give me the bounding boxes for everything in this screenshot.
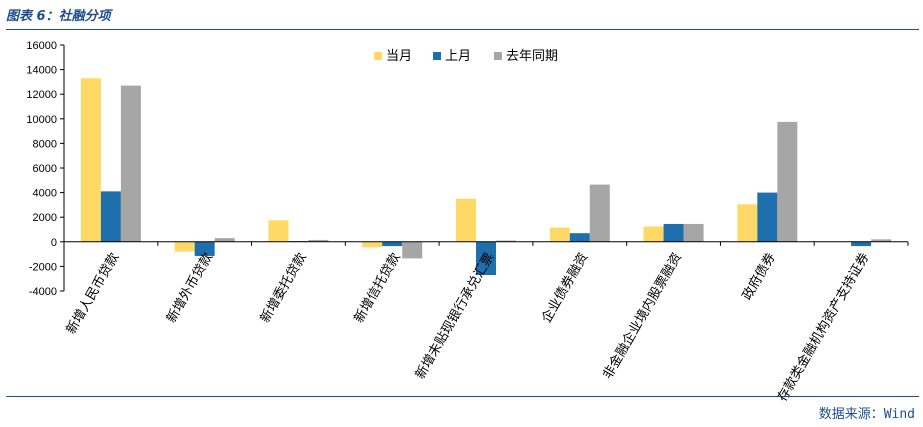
y-tick-label: 6000 [33,163,57,175]
bar [174,241,195,252]
y-tick-label: 2000 [33,212,57,224]
legend: 当月 上月 去年同期 [374,49,558,64]
bar [569,233,590,242]
bar [80,78,101,242]
legend-swatch [374,52,382,60]
bar [402,241,423,259]
bar [382,241,403,247]
category-label: 企业债券融资 [538,250,591,326]
bar [643,226,664,242]
bars-group [80,78,892,276]
bar [496,240,516,242]
y-tick-label: 10000 [26,114,57,126]
y-tick-label: 0 [51,237,57,249]
category-label: 新增未贴现银行承兑汇票 [412,250,497,382]
y-tick-label: 8000 [33,138,57,150]
y-tick-label: 14000 [26,65,57,77]
category-label: 新增委托贷款 [257,250,310,326]
bar [308,239,329,242]
legend-swatch [494,52,502,60]
category-label: 新增人民币贷款 [63,250,122,337]
legend-label: 上月 [445,49,471,64]
y-tick-label: -4000 [29,286,57,298]
bar [683,223,704,242]
category-labels: 新增人民币贷款 新增外币贷款 新增委托贷款 新增信托贷款 新增未贴现银行承兑汇票 企业债券… [63,250,873,404]
y-tick-label: 16000 [26,40,57,52]
y-tick-label: 12000 [26,89,57,101]
bar [737,204,758,242]
y-axis: -4000 -2000 0 2000 4000 6000 8000 10000 12000 140… [26,40,65,298]
bar [476,241,496,276]
bar [100,191,121,242]
bar [194,241,215,256]
bar [549,227,570,242]
chart-title: 图表 6：社融分项 [6,9,111,24]
y-tick-label: -2000 [29,261,57,273]
bar [268,220,289,242]
legend-swatch [433,52,441,60]
top-rule [6,29,919,30]
y-tick-label: 4000 [33,188,57,200]
legend-label: 当月 [386,49,412,64]
bar [214,238,235,242]
category-label: 新增外币贷款 [163,250,216,326]
source-note: 数据来源：Wind [818,407,915,422]
bar [589,184,610,242]
bar [757,192,778,242]
category-label: 政府债券 [739,250,779,303]
bar [777,121,798,242]
bottom-rule [6,396,919,397]
x-axis [63,241,909,246]
bar [362,241,383,248]
category-label: 存款类金融机构资产支持证券 [774,250,872,404]
legend-label: 去年同期 [506,49,558,64]
bar [120,85,141,242]
bar [456,198,476,242]
bar [851,241,872,247]
category-label: 非金融企业境内股票融资 [600,250,685,382]
category-label: 新增信托贷款 [351,250,404,326]
bar [871,239,892,242]
bar [663,223,684,242]
